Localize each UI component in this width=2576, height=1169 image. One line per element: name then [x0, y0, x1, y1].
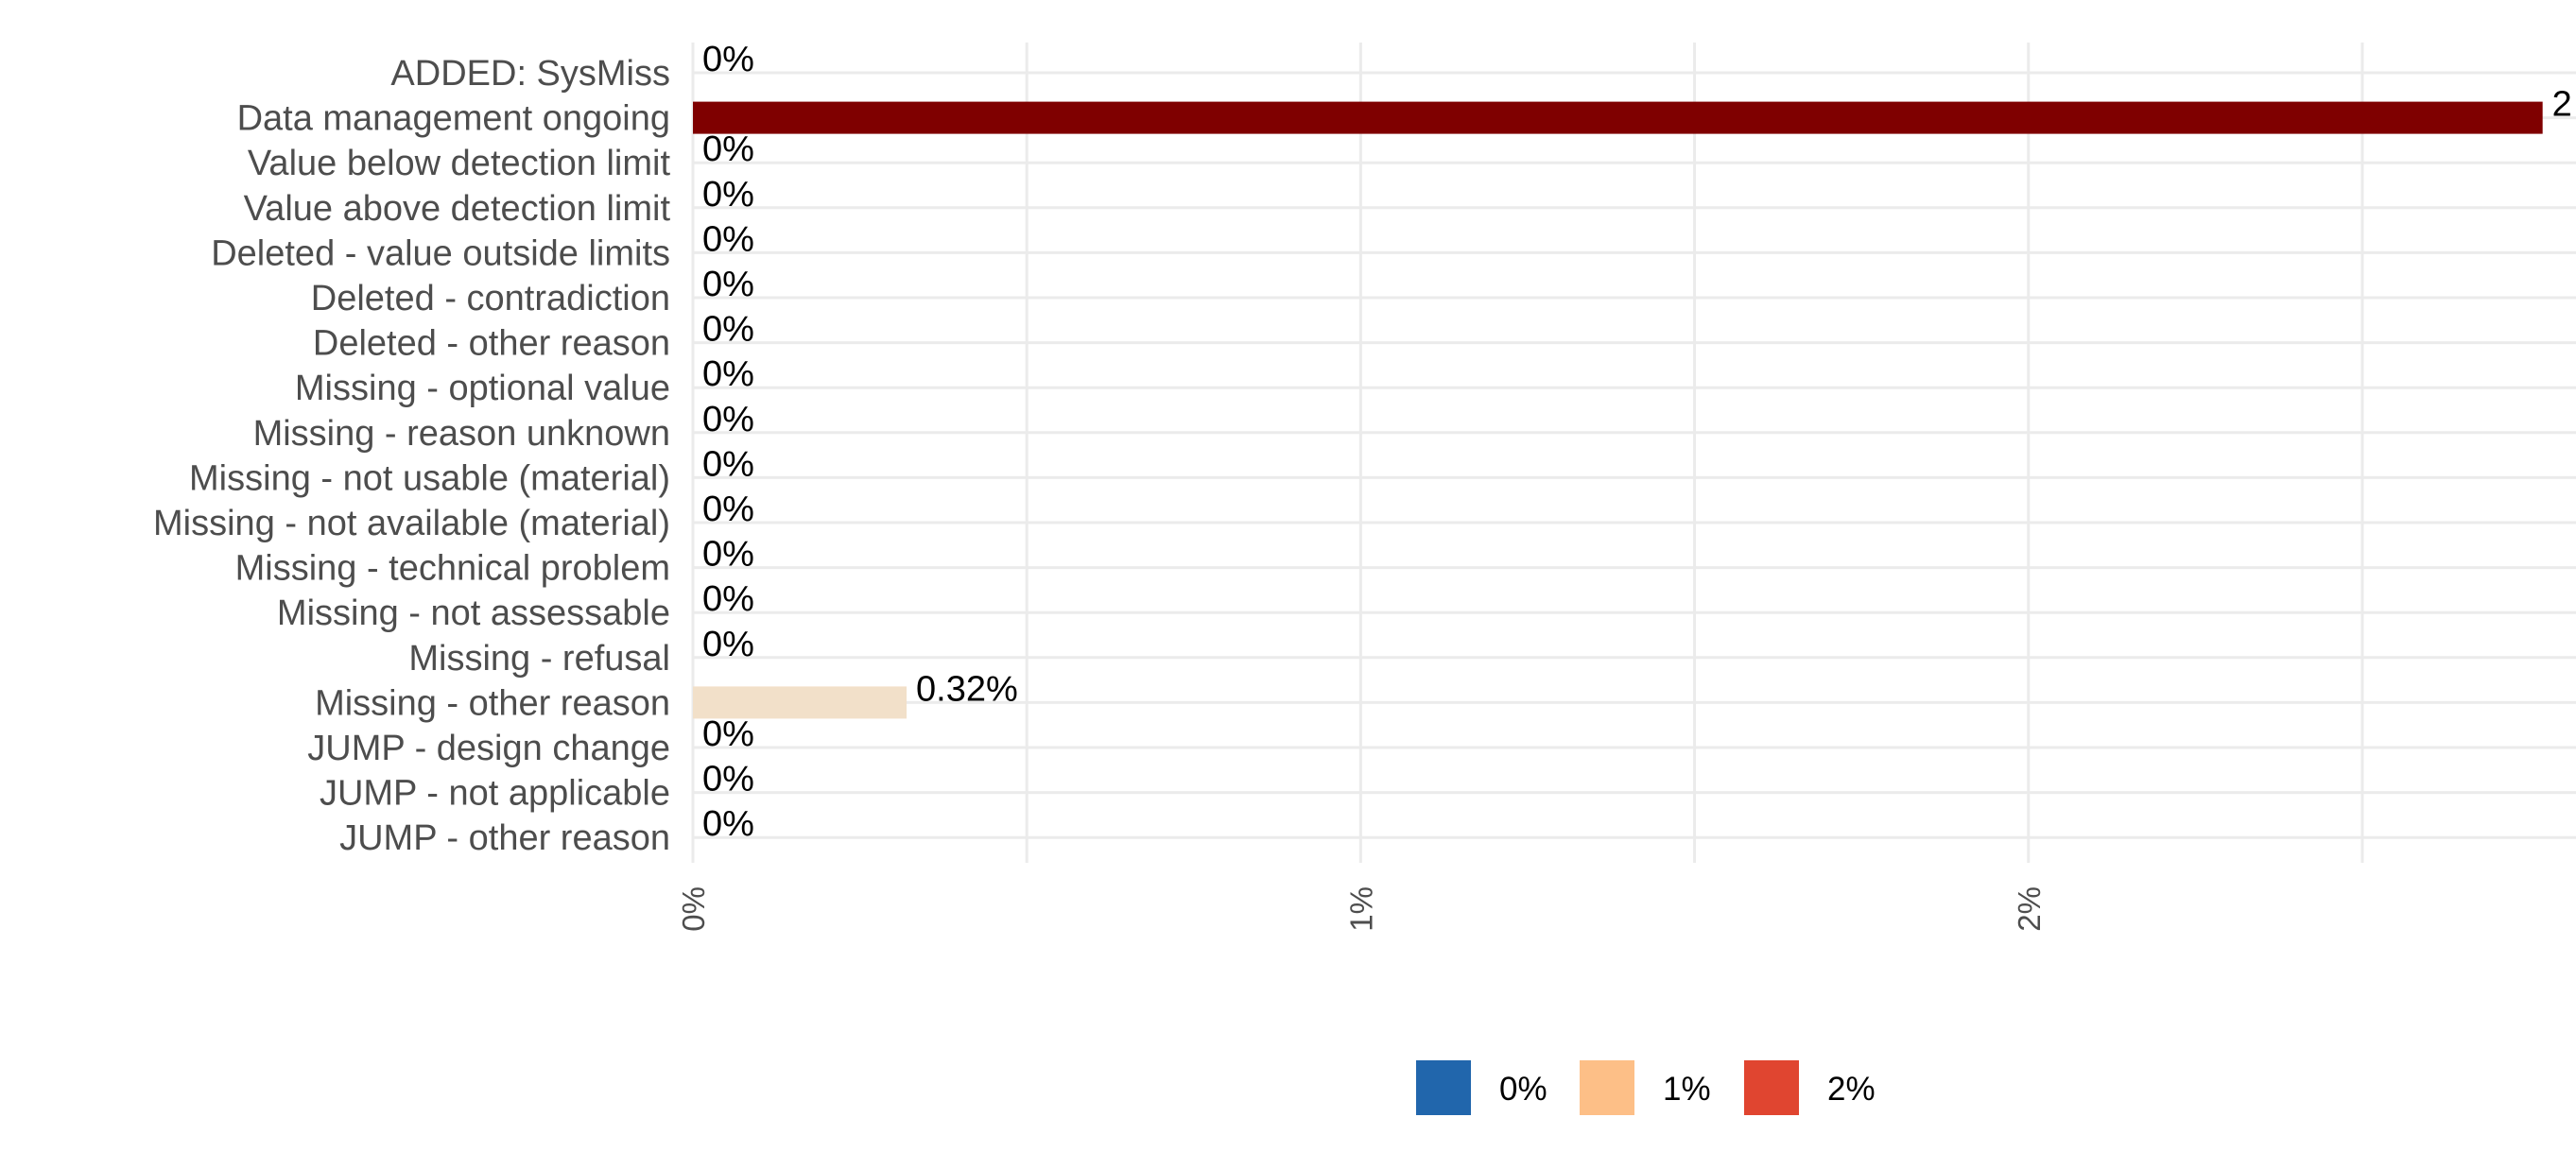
x-tick-label: 0% [676, 886, 711, 932]
y-axis-labels: ADDED: SysMiss Data management ongoing Val… [153, 54, 670, 858]
category-label: Missing - not assessable [277, 593, 670, 633]
category-label: Data management ongoing [237, 99, 670, 139]
category-label: Deleted - other reason [313, 324, 670, 364]
bar-value-label: 0% [702, 804, 754, 844]
bar-value-label: 0% [702, 265, 754, 304]
bar [693, 101, 2543, 134]
legend-key [1416, 1060, 1471, 1115]
legend-key [1580, 1060, 1634, 1115]
bar-value-label: 0% [702, 625, 754, 664]
bar [693, 686, 908, 719]
category-label: Missing - optional value [295, 369, 670, 408]
bar-value-label: 0% [702, 579, 754, 619]
bar-value-label: 0% [702, 760, 754, 799]
bar-value-label: 0.32% [916, 669, 1018, 709]
x-tick-label: 1% [1343, 886, 1378, 932]
category-label: Deleted - value outside limits [211, 233, 670, 273]
legend: 0% 1% 2% [1416, 1060, 1876, 1115]
legend-item: 2% [1744, 1060, 1876, 1115]
grid [691, 43, 2576, 863]
category-label: Missing - not available (material) [153, 504, 670, 543]
category-label: JUMP - other reason [339, 818, 670, 858]
category-label: Missing - reason unknown [253, 414, 670, 454]
category-label: Missing - technical problem [235, 549, 670, 589]
legend-item: 1% [1580, 1060, 1711, 1115]
legend-label: 1% [1663, 1071, 1711, 1108]
x-tick-label: 2% [2012, 886, 2047, 932]
bar-value-label: 0% [702, 354, 754, 394]
legend-label: 0% [1499, 1071, 1547, 1108]
bar-value-label: 0% [702, 400, 754, 439]
category-label: Value below detection limit [248, 144, 671, 183]
category-label: Deleted - contradiction [311, 279, 670, 318]
category-label: Value above detection limit [244, 189, 671, 229]
category-label: JUMP - design change [307, 729, 670, 768]
value-labels: 0%20%0%0%0%0%0%0%0%0%0%0%0%0.32%0%0%0% [702, 40, 2572, 844]
legend-item: 0% [1416, 1060, 1547, 1115]
category-label: JUMP - not applicable [320, 774, 670, 814]
bar-value-label: 0% [702, 175, 754, 215]
bar-value-label: 0% [702, 490, 754, 529]
x-axis-tick-labels: 0% 1% 2% [676, 886, 2047, 932]
bar-value-label: 0% [702, 310, 754, 350]
bar-value-label: 0% [702, 535, 754, 575]
bar-value-label: 0% [702, 219, 754, 259]
bar-value-label: 0% [702, 714, 754, 754]
legend-label: 2% [1827, 1071, 1876, 1108]
legend-key [1744, 1060, 1799, 1115]
category-label: Missing - not usable (material) [189, 458, 670, 498]
bar-value-label: 0% [702, 444, 754, 484]
bar-value-label: 0% [702, 40, 754, 79]
category-label: Missing - refusal [408, 639, 670, 679]
bar-value-label: 2 [2552, 85, 2572, 125]
category-label: ADDED: SysMiss [390, 54, 670, 94]
category-label: Missing - other reason [315, 683, 670, 723]
bars [693, 101, 2543, 719]
bar-value-label: 0% [702, 129, 754, 169]
